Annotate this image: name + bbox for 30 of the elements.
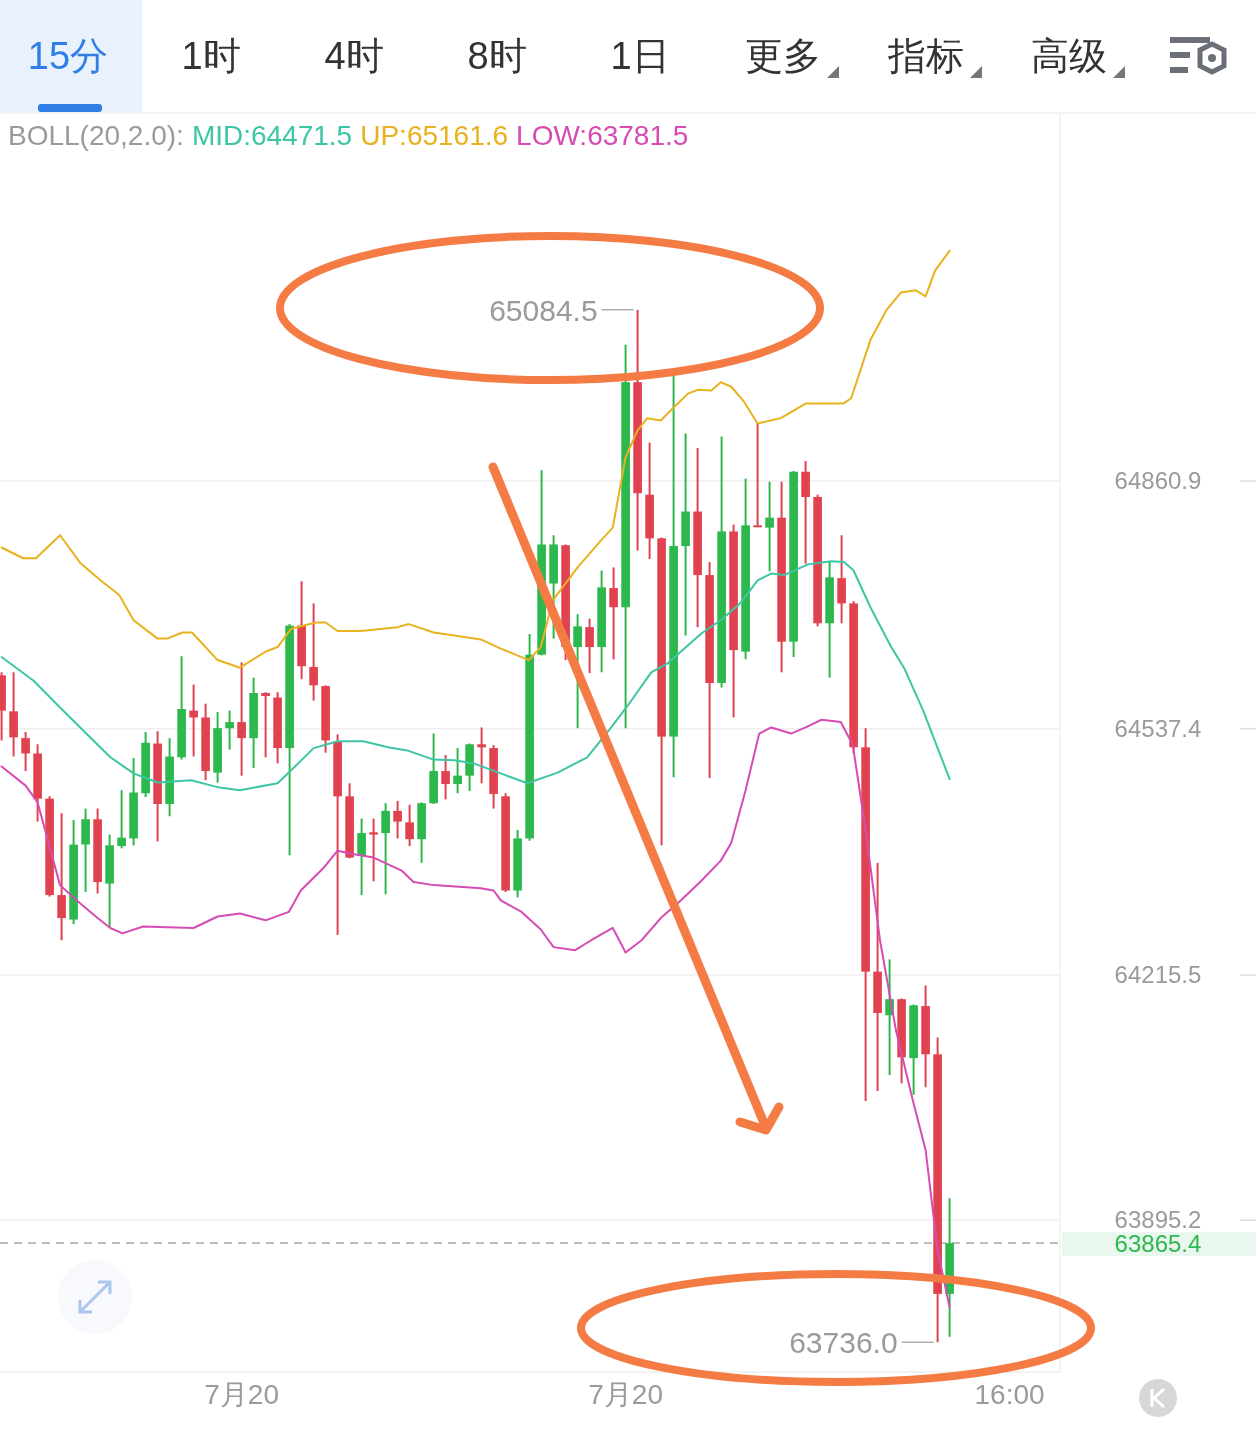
- candlestick: [405, 803, 414, 848]
- candlestick: [453, 747, 462, 795]
- candlestick: [609, 566, 618, 661]
- annotation: 65084.5: [489, 293, 598, 327]
- tabs: 15分 1时 4时 8时 1日 更多 指标 高级: [0, 0, 1125, 112]
- candlestick: [261, 691, 270, 759]
- candlestick: [225, 709, 234, 751]
- y-tick-label: 64537.4: [1114, 714, 1202, 742]
- y-tick-label: 64215.5: [1114, 961, 1202, 989]
- annotation: 63736.0: [789, 1326, 898, 1360]
- candlestick: [441, 753, 450, 801]
- candlestick: [309, 602, 318, 702]
- x-tick-label: 7月20: [204, 1379, 279, 1410]
- candlestick: [765, 480, 774, 573]
- y-tick-label: 64860.9: [1114, 467, 1202, 494]
- candlestick: [477, 726, 486, 785]
- candlestick: [117, 789, 126, 850]
- candlestick: [369, 817, 378, 883]
- candlestick: [393, 799, 402, 840]
- x-tick-label: 7月20: [588, 1379, 663, 1410]
- candlestick: [237, 661, 246, 777]
- candlestick: [753, 421, 762, 528]
- candlestick: [357, 817, 366, 897]
- candlestick: [189, 683, 198, 758]
- candlestick: [21, 731, 30, 773]
- candlestick: [57, 812, 66, 942]
- x-tick-label: 16:00: [974, 1379, 1045, 1410]
- candlestick: [585, 617, 594, 675]
- legend: BOLL(20,2.0): MID:64471.5 UP:65161.6 LOW:63781.5: [8, 120, 689, 151]
- candlestick: [381, 802, 390, 896]
